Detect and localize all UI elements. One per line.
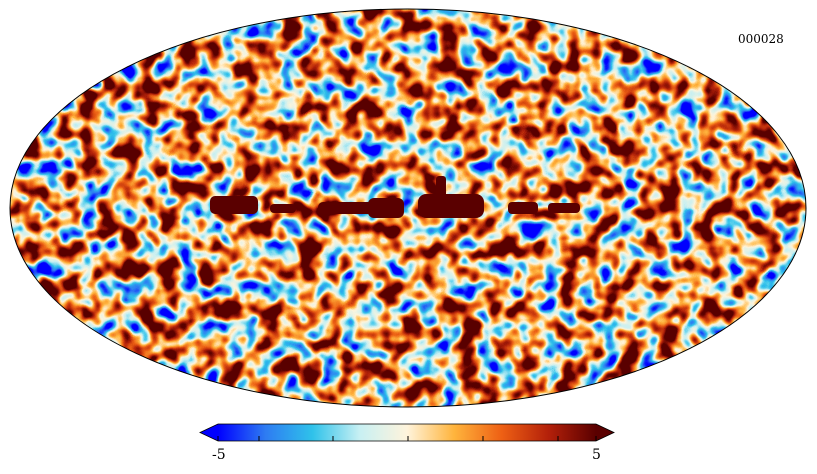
colorbar-max-extension	[596, 424, 614, 441]
galactic-plane-band	[210, 176, 580, 218]
colorbar-ticks	[217, 436, 597, 441]
colorbar	[199, 423, 615, 442]
sky-map-outline	[9, 8, 807, 408]
colorbar-min-label: -5	[212, 447, 226, 463]
colorbar-min-extension	[200, 424, 218, 441]
colorbar-max-label: 5	[592, 447, 601, 463]
map-id-label: 000028	[738, 32, 784, 46]
sky-map-fluctuations	[10, 9, 806, 407]
colorbar-gradient	[218, 424, 596, 441]
sky-map	[10, 9, 806, 407]
